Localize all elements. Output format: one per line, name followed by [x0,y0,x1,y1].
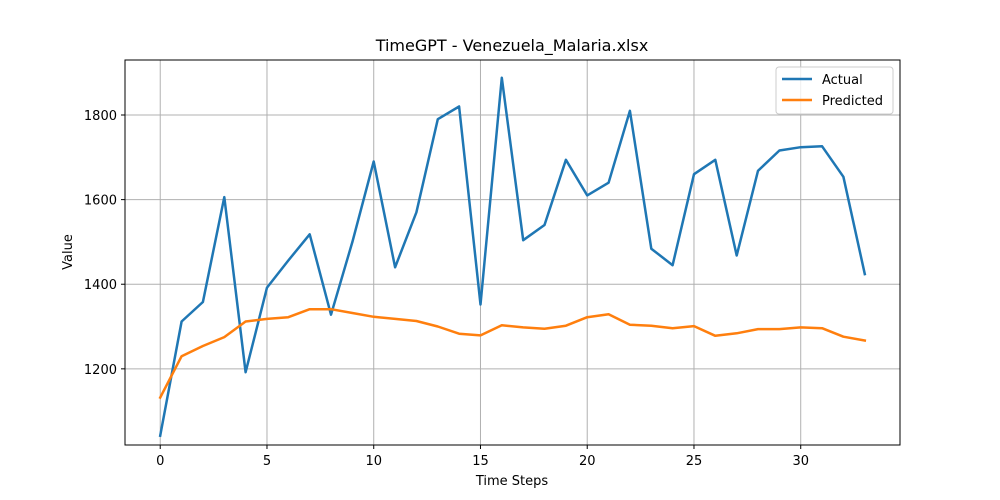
y-tick-label: 1200 [84,363,117,378]
x-tick-label: 30 [792,454,809,469]
legend-label-actual: Actual [822,73,863,88]
x-tick-label: 20 [579,454,596,469]
x-tick-label: 5 [263,454,271,469]
y-tick-label: 1600 [84,194,117,209]
x-tick-label: 0 [156,454,164,469]
plot-frame [124,59,901,446]
grid [125,60,900,445]
chart-title: TimeGPT - Venezuela_Malaria.xlsx [375,36,649,56]
legend: Actual Predicted [775,66,894,115]
ticks: 0 5 10 15 20 25 30 1200 1400 1600 1800 [84,109,809,469]
series-line-actual [158,76,867,438]
x-axis-label: Time Steps [475,474,549,489]
x-tick-label: 25 [686,454,703,469]
y-axis-label: Value [61,234,76,270]
y-tick-label: 1800 [84,109,117,124]
legend-label-predicted: Predicted [822,94,883,109]
x-tick-label: 10 [365,454,382,469]
series-lines [158,76,867,438]
y-tick-label: 1400 [84,278,117,293]
x-tick-label: 15 [472,454,489,469]
series-line-predicted [158,307,867,400]
